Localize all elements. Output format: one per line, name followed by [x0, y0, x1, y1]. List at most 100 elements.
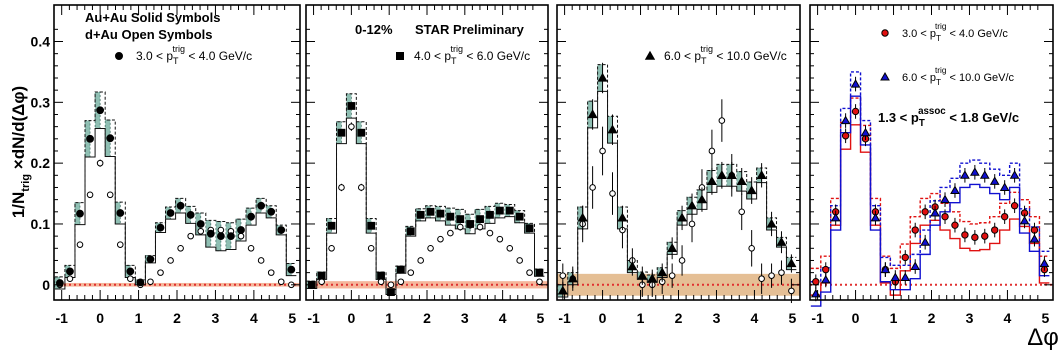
auau-point — [756, 170, 767, 179]
red-point — [921, 208, 929, 216]
dau-point — [718, 117, 726, 124]
auau-point — [287, 265, 296, 274]
red-point — [841, 132, 850, 140]
blue-point — [890, 272, 901, 281]
auau-point — [736, 176, 747, 186]
x-tick-label: 1 — [637, 310, 645, 326]
auau-point — [686, 200, 698, 210]
y-axis-title-sub: trig — [20, 174, 32, 192]
dau-point — [247, 244, 255, 252]
x-tick-label: 0 — [852, 310, 860, 326]
auau-point — [396, 265, 405, 274]
blue-point — [880, 264, 891, 274]
auau-point — [387, 288, 395, 296]
y-axis-title: 1/Ntrig ×dN/d(Δφ) — [9, 86, 32, 218]
blue-point — [870, 212, 881, 222]
auau-point — [525, 224, 534, 233]
x-tick-label: 1 — [890, 310, 898, 326]
dau-point — [367, 244, 375, 252]
auau-point — [515, 212, 524, 221]
x-tick-label: 2 — [173, 310, 181, 326]
auau-point — [776, 237, 787, 246]
dau-point — [427, 244, 434, 252]
auau-point — [436, 209, 445, 218]
overlays: 1/Ntrig ×dN/d(Δφ) Δφ — [9, 86, 1058, 351]
auau-point — [766, 218, 777, 228]
hist-lower — [54, 127, 297, 290]
dau-point — [96, 159, 104, 167]
legend-marker-red — [881, 29, 889, 37]
dau-point — [338, 184, 345, 191]
dau-point — [167, 257, 174, 264]
legend-label-sup: trig — [451, 44, 464, 54]
auau-point — [716, 170, 727, 179]
auau-point — [277, 226, 286, 234]
x-tick-label: 3 — [212, 310, 220, 326]
auau-point — [726, 170, 737, 179]
dau-point — [257, 257, 265, 264]
assoc-label-rest: < 1.8 GeV/c — [946, 110, 1019, 125]
red-point — [851, 107, 860, 116]
x-tick-label: 2 — [675, 310, 683, 326]
auau-point — [227, 232, 235, 241]
auau-point — [696, 194, 708, 204]
y-axis-title-rest: ×dN/d(Δφ) — [9, 86, 28, 174]
dau-point — [417, 257, 424, 264]
x-tick-label: 1 — [135, 310, 143, 326]
x-tick-label: 2 — [423, 310, 431, 326]
frame — [809, 4, 1054, 301]
legend-marker — [644, 50, 656, 60]
dau-point — [106, 191, 114, 199]
dau-point — [506, 244, 514, 252]
auau-point — [446, 212, 455, 221]
blue-point — [810, 288, 821, 298]
blue-point — [989, 176, 1000, 185]
x-tick-label: -1 — [558, 310, 571, 326]
auau-point — [206, 229, 215, 238]
assoc-label: 1.3 < pTassoc < 1.8 GeV/c — [878, 106, 1019, 129]
auau-point — [476, 215, 484, 224]
y-tick-label: 0.4 — [31, 33, 51, 49]
x-tick-label: 3 — [713, 310, 721, 326]
x-tick-label: 0 — [96, 310, 104, 326]
blue-point — [960, 170, 970, 179]
auau-point — [657, 267, 668, 277]
blue-point — [1029, 234, 1040, 243]
dau-point — [328, 244, 335, 252]
legend-label-sup: trig — [173, 44, 186, 54]
auau-point — [116, 209, 125, 217]
panels: -1 0 1 2 3 4 5 0 0.1 0.2 0.3 0.4 Au+Au Solid Symbols… — [31, 4, 1054, 326]
dau-point — [778, 269, 785, 276]
legend-marker — [396, 52, 404, 60]
blue-point — [969, 167, 980, 176]
auau-point — [567, 273, 578, 283]
x-tick-label: 3 — [461, 310, 469, 326]
zero-band — [54, 282, 300, 287]
legend-label-red-sup: trig — [935, 22, 947, 31]
legend-label-blue-rest: < 10.0 GeV/c — [946, 72, 1014, 84]
blue-point — [920, 237, 931, 246]
hist-upper — [54, 91, 297, 281]
dau-point — [377, 278, 385, 286]
dau-point — [76, 241, 84, 248]
auau-point — [186, 210, 195, 219]
x-tick-label: 1 — [385, 310, 393, 326]
auau-point — [647, 273, 658, 283]
auau-point — [86, 134, 94, 143]
dau-point — [66, 275, 74, 283]
auau-point — [426, 207, 435, 216]
dau-point — [387, 281, 395, 289]
blue-point — [930, 208, 940, 217]
auau-point — [106, 134, 115, 143]
red-point — [1000, 212, 1009, 221]
dau-point — [609, 190, 616, 197]
dau-point — [267, 269, 275, 276]
dau-point — [318, 278, 325, 286]
legend-label-var: 6.0 < p — [664, 49, 701, 63]
assoc-label-sup: assoc — [918, 106, 946, 117]
label-centrality: 0-12% — [355, 22, 393, 37]
dau-point — [397, 278, 405, 286]
auau-point — [706, 176, 717, 186]
auau-point — [337, 128, 346, 137]
x-tick-label: 4 — [499, 310, 507, 326]
